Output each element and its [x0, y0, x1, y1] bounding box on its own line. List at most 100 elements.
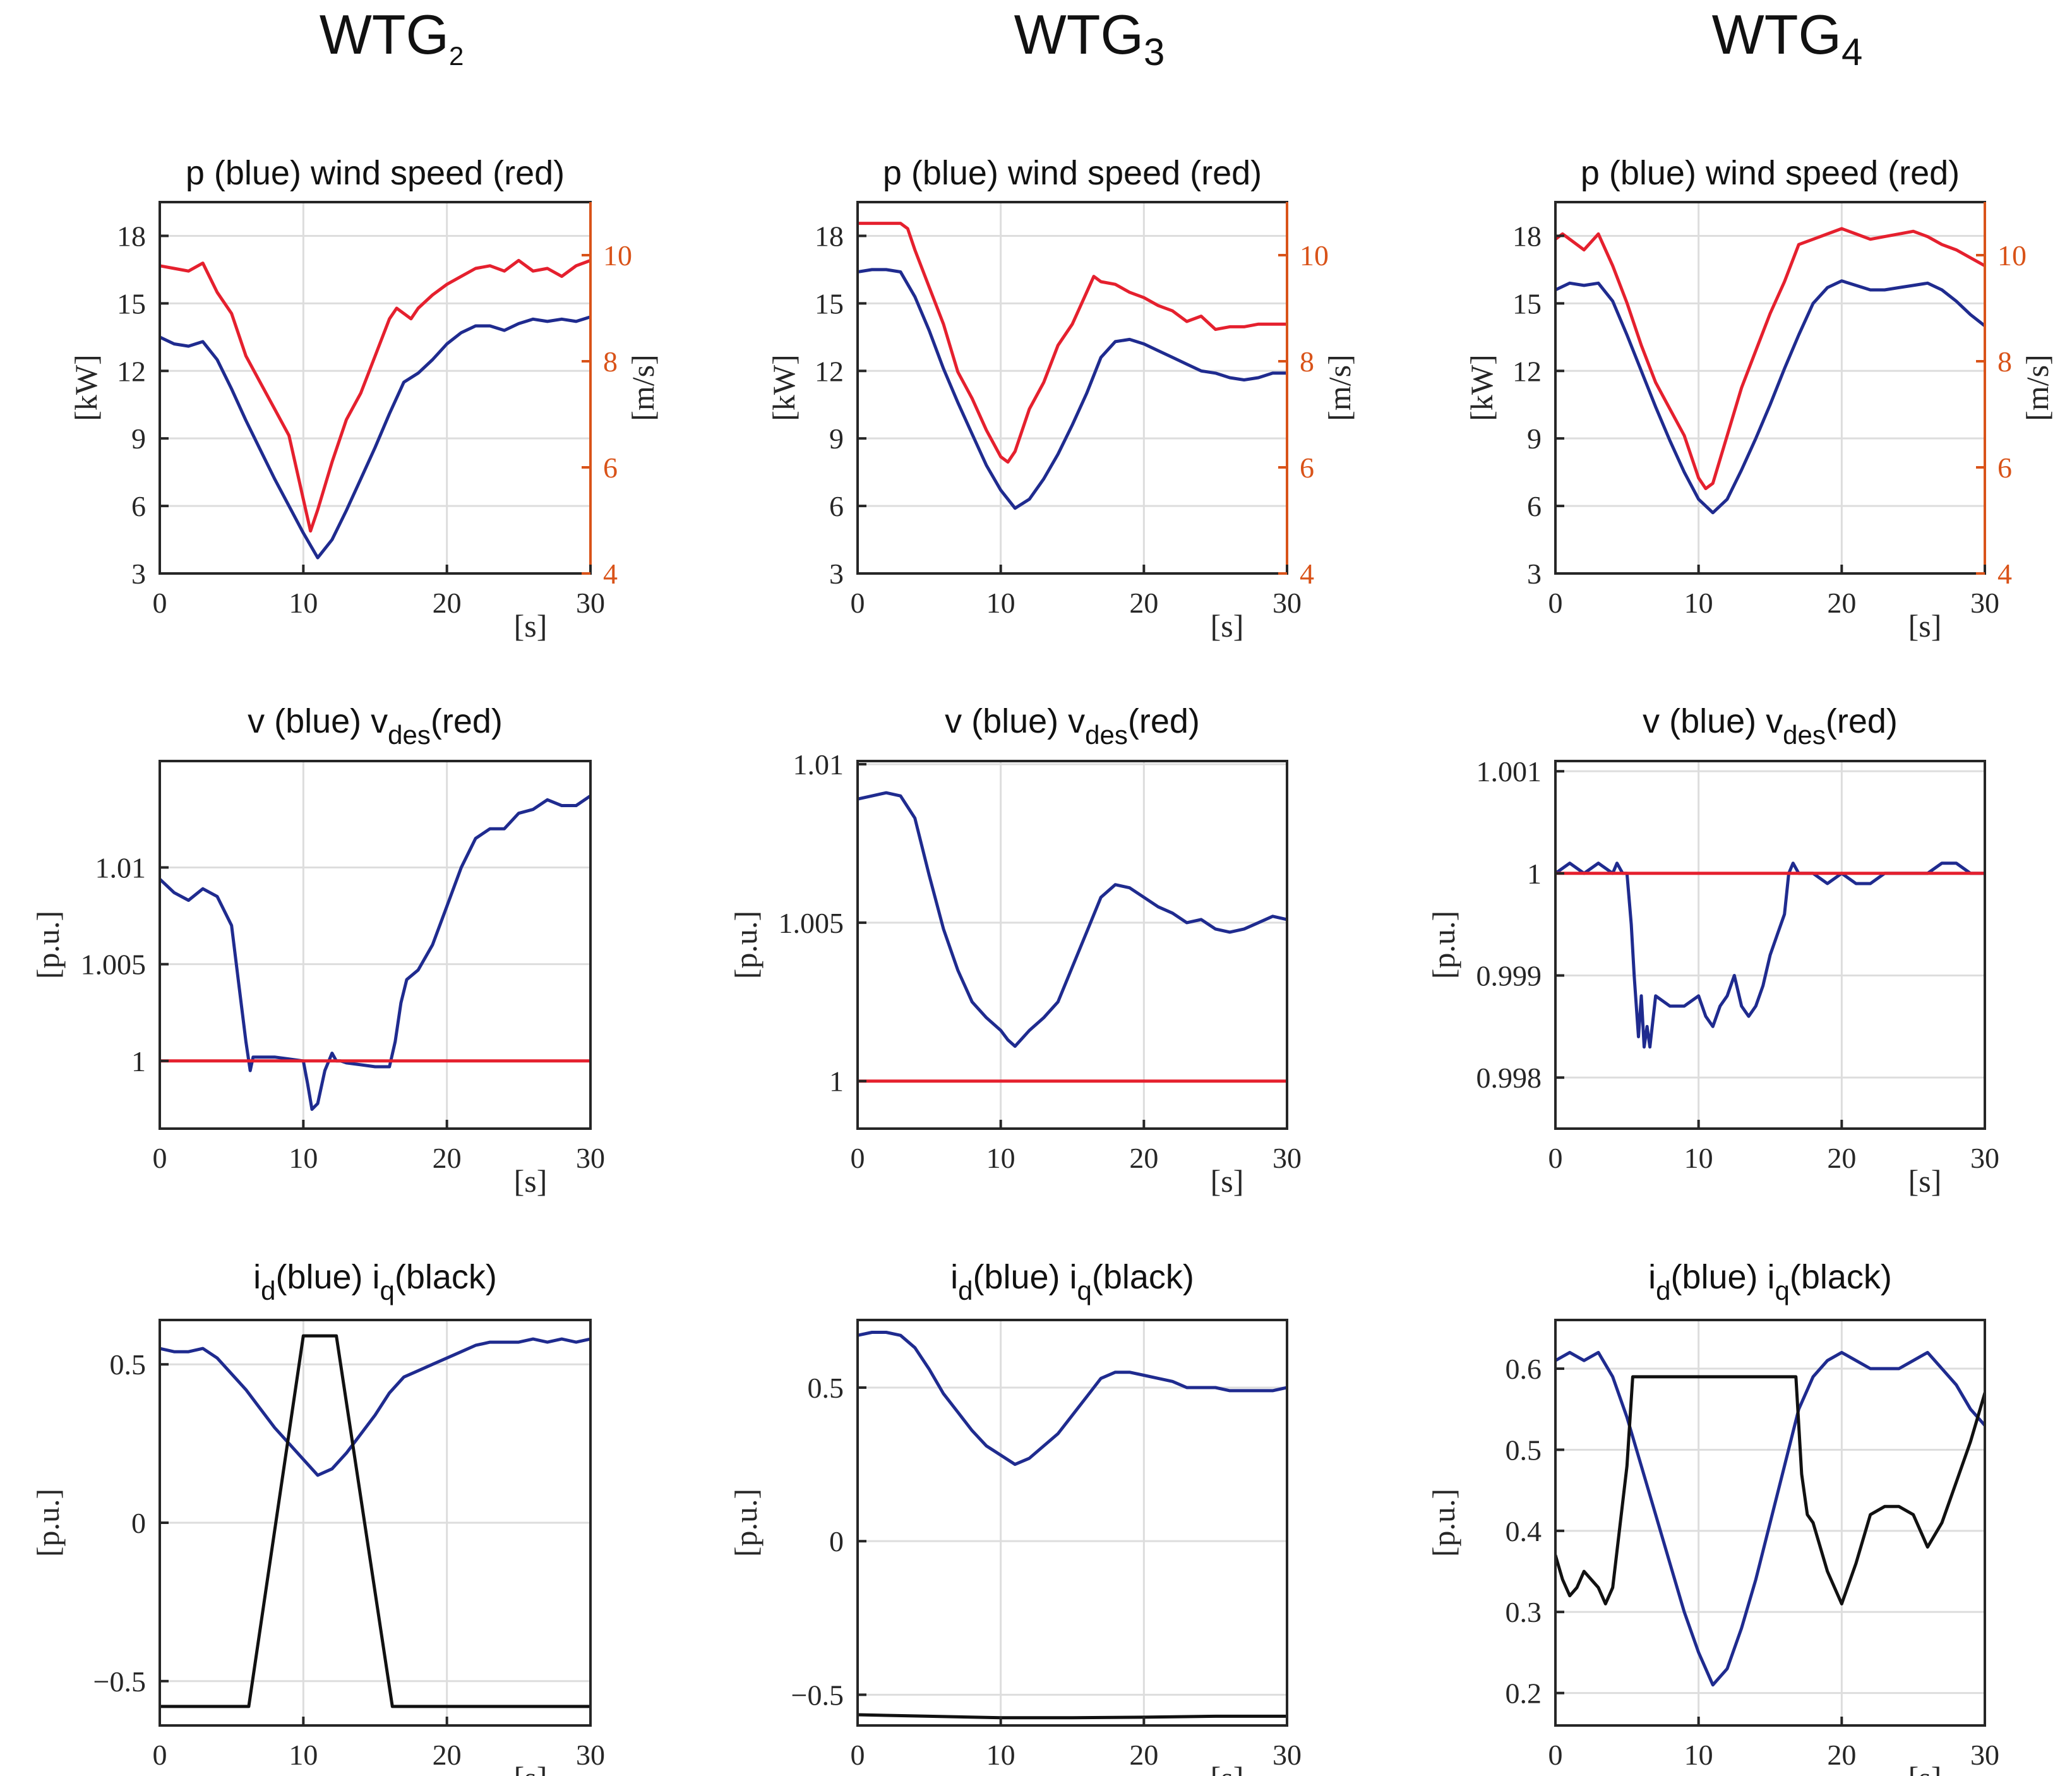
x-axis-label: [s] — [1211, 608, 1244, 644]
panel-title: v (blue) vdes(red) — [248, 702, 503, 750]
series-line-v — [858, 791, 1287, 1048]
chart-WTG2-current: 0 10 20 30 −0.5 0 0.5 [s] [p.u.] id(blue) iq(blac… — [30, 1258, 605, 1776]
y-axis-label: [p.u.] — [1426, 911, 1461, 979]
series-group — [858, 1331, 1287, 1720]
series-line-iq — [1555, 1375, 1985, 1605]
y-tick-label: 0.998 — [1476, 1062, 1542, 1094]
y2-axis-label: [m/s] — [625, 354, 661, 421]
series-group — [160, 1334, 590, 1708]
y-axis-label: [kW] — [68, 354, 104, 421]
series-line-p — [1555, 279, 1985, 515]
y-tick-label: 0.4 — [1506, 1515, 1542, 1547]
y-tick-label: 0.2 — [1506, 1677, 1542, 1710]
x-tick-label: 0 — [153, 1142, 167, 1174]
series-line-id — [160, 1337, 590, 1477]
y2-tick-label: 4 — [1300, 558, 1314, 590]
series-line-wind-speed — [1555, 227, 1985, 491]
y2-tick-label: 4 — [1997, 558, 2012, 590]
series-group — [1555, 861, 1985, 1049]
x-tick-label: 30 — [1273, 1739, 1302, 1771]
x-axis-label: [s] — [1211, 1163, 1244, 1199]
axes-box — [159, 201, 592, 575]
y-tick-label: 0 — [131, 1507, 146, 1539]
x-tick-label: 10 — [986, 587, 1015, 619]
x-axis-label: [s] — [514, 608, 548, 644]
x-axis-label: [s] — [1908, 1163, 1942, 1199]
x-tick-label: 20 — [1827, 1739, 1856, 1771]
y-tick-label: 0.3 — [1506, 1596, 1542, 1628]
y-tick-label: 12 — [117, 355, 146, 387]
column-title-wtg2: WTG2 — [320, 3, 464, 71]
y-tick-label: 18 — [117, 220, 146, 252]
panel-title: p (blue) wind speed (red) — [1581, 154, 1960, 192]
series-group — [160, 258, 590, 560]
x-tick-label: 20 — [1827, 1142, 1856, 1174]
series-line-id — [858, 1331, 1287, 1467]
x-tick-label: 30 — [1273, 587, 1302, 619]
axes-box — [1554, 201, 1986, 575]
y-tick-label: 15 — [1512, 287, 1542, 320]
x-axis-label: [s] — [1908, 608, 1942, 644]
x-tick-label: 10 — [289, 587, 318, 619]
y-tick-label: 18 — [815, 220, 844, 252]
series-line-p — [858, 268, 1287, 510]
series-group — [160, 794, 590, 1111]
axes-box — [159, 760, 592, 1130]
x-tick-label: 10 — [1684, 1739, 1713, 1771]
y-tick-label: 9 — [1527, 423, 1542, 455]
y-tick-label: 1.005 — [779, 907, 844, 939]
series-group — [858, 222, 1287, 510]
y-tick-label: 1 — [1527, 858, 1542, 890]
chart-WTG3-power: 0 10 20 30 3 6 9 12 15 18 4 6 8 10 [m/s] [s] [kW] p (blue… — [766, 154, 1357, 644]
series-line-v — [1555, 861, 1985, 1049]
y2-tick-label: 6 — [1997, 452, 2012, 484]
y-tick-label: 0.5 — [808, 1372, 844, 1404]
x-tick-label: 0 — [851, 1142, 865, 1174]
series-line-id — [1555, 1350, 1985, 1687]
series-group — [858, 791, 1287, 1083]
x-tick-label: 30 — [1970, 1739, 1999, 1771]
y-axis-label: [p.u.] — [30, 1489, 66, 1557]
y2-tick-label: 10 — [1300, 239, 1329, 272]
series-line-wind-speed — [858, 222, 1287, 464]
y-tick-label: −0.5 — [93, 1665, 146, 1698]
x-tick-label: 30 — [576, 587, 605, 619]
y2-tick-label: 8 — [1300, 345, 1314, 378]
x-axis-label: [s] — [514, 1163, 548, 1199]
y-tick-label: 1.01 — [793, 748, 844, 781]
y-tick-label: 6 — [131, 490, 146, 522]
x-tick-label: 0 — [153, 1739, 167, 1771]
x-tick-label: 30 — [1970, 1142, 1999, 1174]
y-tick-label: 3 — [131, 558, 146, 590]
y-tick-label: 0.5 — [110, 1348, 147, 1381]
x-tick-label: 10 — [1684, 1142, 1713, 1174]
x-tick-label: 10 — [289, 1142, 318, 1174]
x-tick-label: 30 — [576, 1739, 605, 1771]
series-group — [1555, 227, 1985, 515]
y-tick-label: 6 — [1527, 490, 1542, 522]
y-tick-label: 15 — [815, 287, 844, 320]
panel-title: v (blue) vdes(red) — [945, 702, 1200, 750]
y-tick-label: 1 — [829, 1065, 844, 1098]
y-tick-label: 0.999 — [1476, 960, 1542, 992]
column-title-wtg4: WTG4 — [1712, 3, 1863, 73]
y-tick-label: 1 — [131, 1045, 146, 1077]
y2-tick-label: 8 — [1997, 345, 2012, 378]
x-tick-label: 30 — [576, 1142, 605, 1174]
chart-WTG3-voltage: 0 10 20 30 1 1.005 1.01 [s] [p.u.] v (blue) vdes(… — [728, 702, 1302, 1199]
y-axis-label: [kW] — [766, 354, 801, 421]
x-tick-label: 0 — [851, 587, 865, 619]
y-tick-label: 1.005 — [81, 949, 147, 981]
y-axis-label: [p.u.] — [30, 911, 66, 979]
axes-box — [856, 201, 1288, 575]
series-group — [1555, 1350, 1985, 1687]
y-axis-label: [p.u.] — [728, 1489, 764, 1557]
x-tick-label: 20 — [433, 1142, 462, 1174]
x-tick-label: 30 — [1970, 587, 1999, 619]
y-tick-label: 0 — [829, 1525, 844, 1557]
y2-tick-label: 6 — [603, 452, 618, 484]
x-tick-label: 0 — [1548, 587, 1563, 619]
y-tick-label: 0.5 — [1506, 1434, 1542, 1466]
x-tick-label: 20 — [433, 1739, 462, 1771]
